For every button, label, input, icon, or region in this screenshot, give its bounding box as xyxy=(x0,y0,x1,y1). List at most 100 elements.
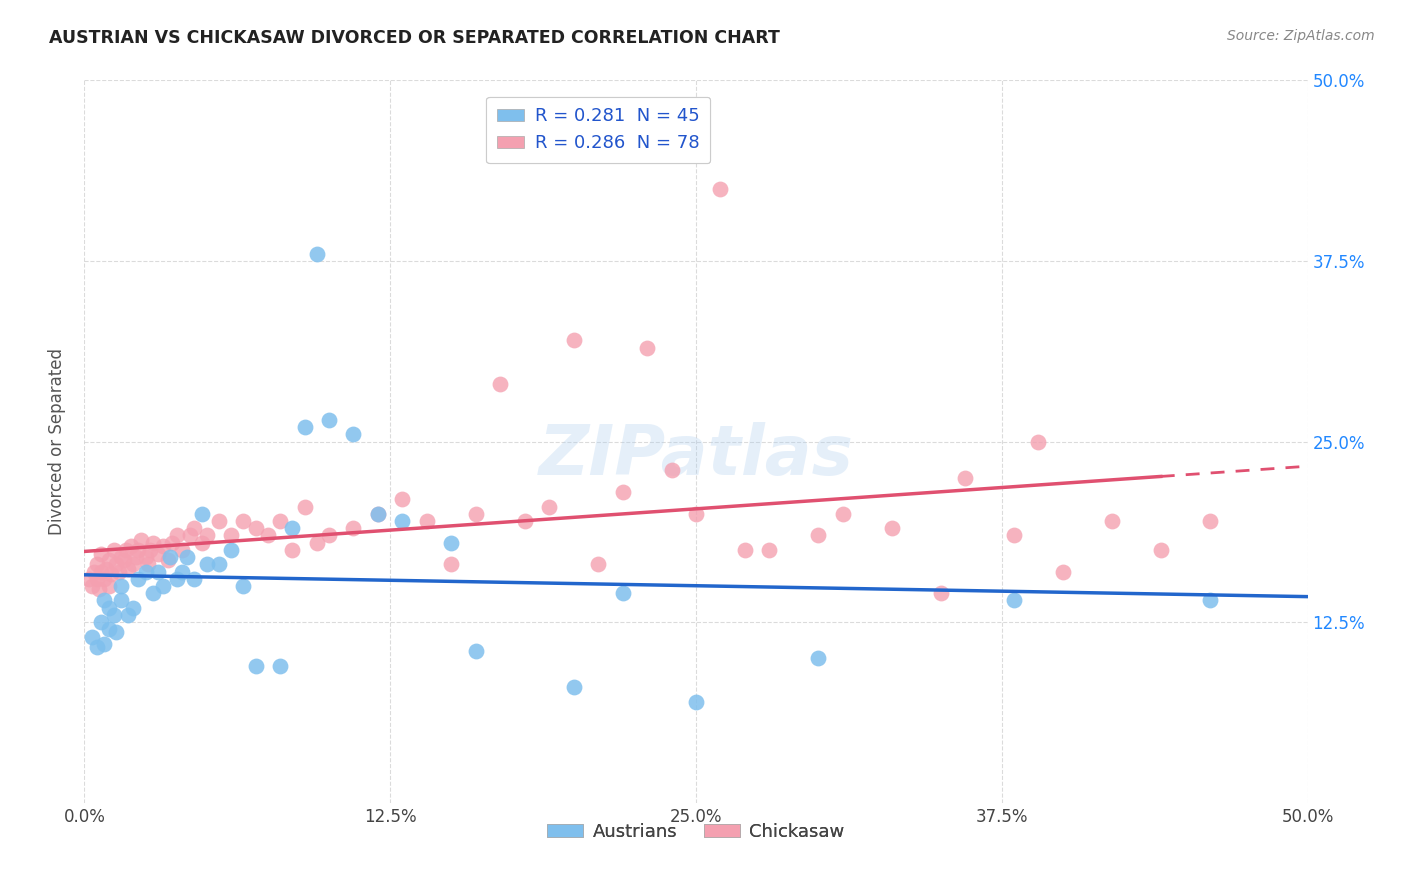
Point xyxy=(586,558,609,572)
Point xyxy=(1002,528,1025,542)
Point xyxy=(195,528,218,542)
Point xyxy=(562,680,585,694)
Point xyxy=(612,586,634,600)
Point xyxy=(232,514,254,528)
Point xyxy=(245,521,267,535)
Point xyxy=(97,600,120,615)
Point xyxy=(489,376,512,391)
Point xyxy=(661,463,683,477)
Point xyxy=(97,553,120,567)
Point xyxy=(191,535,214,549)
Point xyxy=(127,572,149,586)
Point xyxy=(146,547,169,561)
Point xyxy=(110,579,132,593)
Point xyxy=(146,565,169,579)
Point xyxy=(97,579,120,593)
Point xyxy=(166,528,188,542)
Point xyxy=(1198,514,1220,528)
Point xyxy=(538,500,561,514)
Point xyxy=(127,542,149,557)
Point xyxy=(120,539,142,553)
Point xyxy=(294,420,316,434)
Point xyxy=(80,630,103,644)
Point xyxy=(107,565,129,579)
Point xyxy=(183,521,205,535)
Point xyxy=(367,507,389,521)
Point xyxy=(281,521,304,535)
Point xyxy=(219,542,242,557)
Point xyxy=(929,586,952,600)
Point xyxy=(87,582,110,596)
Point xyxy=(1052,565,1074,579)
Point xyxy=(685,507,707,521)
Point xyxy=(176,550,198,565)
Point xyxy=(464,644,486,658)
Point xyxy=(464,507,486,521)
Point xyxy=(125,550,148,565)
Point xyxy=(318,528,340,542)
Point xyxy=(156,553,179,567)
Point xyxy=(734,542,756,557)
Legend: Austrians, Chickasaw: Austrians, Chickasaw xyxy=(540,815,852,848)
Point xyxy=(281,542,304,557)
Point xyxy=(142,586,165,600)
Point xyxy=(90,547,112,561)
Point xyxy=(117,562,139,576)
Point xyxy=(97,623,120,637)
Point xyxy=(513,514,536,528)
Point xyxy=(93,572,115,586)
Point xyxy=(93,637,115,651)
Point xyxy=(93,593,115,607)
Point xyxy=(232,579,254,593)
Point xyxy=(112,553,135,567)
Point xyxy=(136,558,159,572)
Point xyxy=(129,533,152,547)
Point xyxy=(257,528,280,542)
Point xyxy=(440,558,463,572)
Point xyxy=(77,572,100,586)
Point xyxy=(342,427,364,442)
Point xyxy=(179,528,201,542)
Point xyxy=(152,539,174,553)
Point xyxy=(90,565,112,579)
Point xyxy=(1101,514,1123,528)
Point xyxy=(269,514,291,528)
Y-axis label: Divorced or Separated: Divorced or Separated xyxy=(48,348,66,535)
Point xyxy=(1028,434,1050,449)
Point xyxy=(166,572,188,586)
Point xyxy=(162,535,184,549)
Point xyxy=(83,565,105,579)
Point xyxy=(117,607,139,622)
Point xyxy=(1002,593,1025,607)
Point xyxy=(305,246,328,260)
Point xyxy=(96,562,118,576)
Point xyxy=(135,565,157,579)
Point xyxy=(391,492,413,507)
Point xyxy=(269,658,291,673)
Point xyxy=(135,550,157,565)
Point xyxy=(103,542,125,557)
Point xyxy=(318,413,340,427)
Point xyxy=(208,514,231,528)
Point xyxy=(305,535,328,549)
Point xyxy=(86,558,108,572)
Point xyxy=(612,485,634,500)
Point xyxy=(440,535,463,549)
Text: AUSTRIAN VS CHICKASAW DIVORCED OR SEPARATED CORRELATION CHART: AUSTRIAN VS CHICKASAW DIVORCED OR SEPARA… xyxy=(49,29,780,46)
Point xyxy=(807,528,830,542)
Point xyxy=(367,507,389,521)
Point xyxy=(1150,542,1173,557)
Point xyxy=(416,514,439,528)
Point xyxy=(195,558,218,572)
Point xyxy=(636,341,658,355)
Point xyxy=(90,615,112,630)
Point xyxy=(110,550,132,565)
Point xyxy=(183,572,205,586)
Point xyxy=(831,507,853,521)
Point xyxy=(391,514,413,528)
Point xyxy=(80,579,103,593)
Point xyxy=(122,600,145,615)
Point xyxy=(105,625,128,640)
Point xyxy=(172,565,194,579)
Point xyxy=(807,651,830,665)
